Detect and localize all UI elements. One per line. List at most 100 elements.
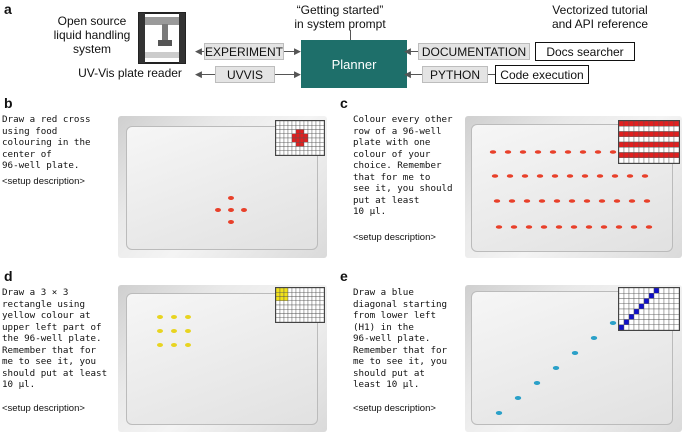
grid-well (303, 121, 309, 126)
grid-well (619, 298, 625, 304)
grid-well (295, 121, 301, 126)
grid-well (653, 131, 660, 137)
grid-well (299, 313, 305, 318)
grid-well (283, 300, 289, 306)
grid-well (303, 300, 309, 306)
color-drop (596, 174, 604, 178)
grid-well (633, 314, 640, 320)
grid-well (287, 150, 293, 155)
grid-well (291, 292, 297, 297)
grid-well (643, 319, 650, 325)
grid-well (653, 288, 660, 294)
grid-well (287, 133, 293, 139)
grid-well (283, 288, 289, 293)
grid-well (295, 125, 301, 130)
grid-well (658, 293, 665, 299)
grid-well (299, 317, 305, 322)
grid-well (643, 126, 650, 132)
grid-well (638, 314, 645, 320)
grid-well (638, 157, 645, 163)
grid-well (653, 298, 660, 304)
grid-well (668, 319, 675, 325)
grid-well (628, 308, 635, 315)
grid-well (315, 292, 321, 297)
grid-well (319, 150, 324, 155)
grid-well (311, 288, 317, 293)
grid-well (319, 125, 324, 130)
color-drop (568, 199, 576, 203)
grid-well (319, 313, 324, 318)
color-drop (495, 225, 503, 229)
grid-well (653, 314, 660, 320)
grid-well (673, 131, 679, 137)
grid-well (628, 293, 635, 299)
grid-well (319, 146, 324, 151)
grid-well (307, 146, 313, 151)
grid-well (311, 304, 317, 310)
prompt-arrow (350, 30, 351, 40)
vectorized-label: Vectorized tutorial and API reference (551, 3, 649, 31)
grid-well (658, 131, 665, 137)
grid-well (633, 136, 640, 143)
grid-well (276, 137, 281, 143)
grid-well (283, 133, 289, 139)
grid-well (319, 133, 324, 139)
grid-well (623, 319, 630, 325)
red-drop (241, 208, 247, 212)
grid-well (276, 296, 281, 301)
grid-well (315, 150, 321, 155)
grid-well (619, 126, 625, 132)
color-drop (628, 199, 636, 203)
grid-well (668, 308, 675, 315)
grid-well (303, 313, 309, 318)
color-drop (609, 321, 617, 325)
experiment-box: EXPERIMENT (204, 43, 284, 60)
grid-well (643, 147, 650, 153)
grid-well (648, 136, 655, 143)
color-drop (581, 174, 589, 178)
grid-well (663, 293, 670, 299)
grid-well (673, 136, 679, 143)
panel-b-drops (215, 196, 247, 224)
grid-well (668, 126, 675, 132)
color-drop (491, 174, 499, 178)
color-drop (598, 199, 606, 203)
panel-b-letter: b (4, 95, 13, 111)
grid-well (311, 129, 317, 134)
grid-well (663, 288, 670, 294)
grid-well (673, 288, 679, 294)
grid-well (295, 292, 301, 297)
grid-well (623, 136, 630, 143)
grid-well (638, 308, 645, 315)
grid-well (283, 317, 289, 322)
panel-b-setup: <setup description> (2, 176, 85, 187)
panel-c-prompt: Colour every other row of a 96-well plat… (353, 114, 453, 217)
grid-well (638, 293, 645, 299)
grid-well (307, 121, 313, 126)
grid-well (668, 121, 675, 127)
color-drop (570, 225, 578, 229)
grid-well (653, 126, 660, 132)
panel-e-prompt: Draw a blue diagonal starting from lower… (353, 287, 448, 390)
grid-well (279, 137, 285, 143)
grid-well (673, 298, 679, 304)
panel-c-grid-inset (618, 120, 680, 164)
grid-well (658, 319, 665, 325)
grid-well (276, 129, 281, 134)
grid-well (279, 142, 285, 147)
grid-well (648, 141, 655, 148)
documentation-box: DOCUMENTATION (418, 43, 530, 60)
grid-well (287, 309, 293, 314)
grid-well (307, 309, 313, 314)
grid-well (283, 125, 289, 130)
grid-well (619, 319, 625, 325)
grid-well (658, 147, 665, 153)
grid-well (295, 129, 301, 134)
grid-well (291, 121, 297, 126)
grid-well (668, 157, 675, 163)
grid-well (653, 319, 660, 325)
grid-well (276, 150, 281, 155)
grid-well (295, 288, 301, 293)
color-drop (171, 343, 177, 347)
panel-d-prompt: Draw a 3 × 3 rectangle using yellow colo… (2, 287, 108, 390)
